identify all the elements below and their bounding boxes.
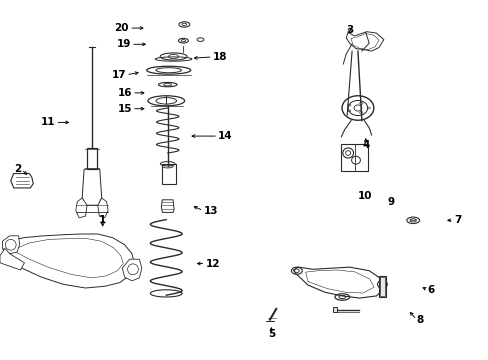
Text: 13: 13 — [203, 206, 218, 216]
Text: 15: 15 — [117, 104, 132, 114]
Text: 17: 17 — [111, 70, 126, 80]
Text: 19: 19 — [117, 39, 131, 49]
Polygon shape — [2, 234, 134, 288]
Bar — [332, 307, 337, 312]
Polygon shape — [122, 259, 142, 281]
Text: 18: 18 — [212, 52, 227, 62]
Polygon shape — [0, 248, 24, 270]
Text: 6: 6 — [427, 285, 434, 295]
Text: 7: 7 — [453, 215, 460, 225]
Text: 4: 4 — [361, 140, 369, 150]
Polygon shape — [98, 198, 108, 218]
Polygon shape — [293, 267, 383, 298]
Bar — [87, 148, 97, 169]
Text: 10: 10 — [357, 191, 372, 201]
Text: 3: 3 — [346, 24, 352, 35]
Polygon shape — [11, 174, 33, 188]
Bar — [378, 276, 385, 297]
Polygon shape — [161, 200, 174, 212]
Text: 14: 14 — [218, 131, 232, 141]
Bar — [162, 164, 175, 184]
Polygon shape — [346, 32, 383, 51]
Text: 1: 1 — [99, 215, 106, 225]
Text: 20: 20 — [114, 23, 129, 33]
Bar — [341, 144, 367, 171]
Text: 2: 2 — [14, 164, 21, 174]
Text: 11: 11 — [41, 117, 55, 127]
Polygon shape — [76, 198, 87, 218]
Text: 8: 8 — [416, 315, 423, 325]
Text: 5: 5 — [267, 329, 274, 339]
Text: 16: 16 — [117, 88, 132, 98]
Text: 9: 9 — [387, 197, 394, 207]
Text: 12: 12 — [205, 258, 220, 269]
Polygon shape — [2, 236, 20, 254]
Polygon shape — [82, 169, 102, 205]
Bar — [379, 277, 384, 296]
